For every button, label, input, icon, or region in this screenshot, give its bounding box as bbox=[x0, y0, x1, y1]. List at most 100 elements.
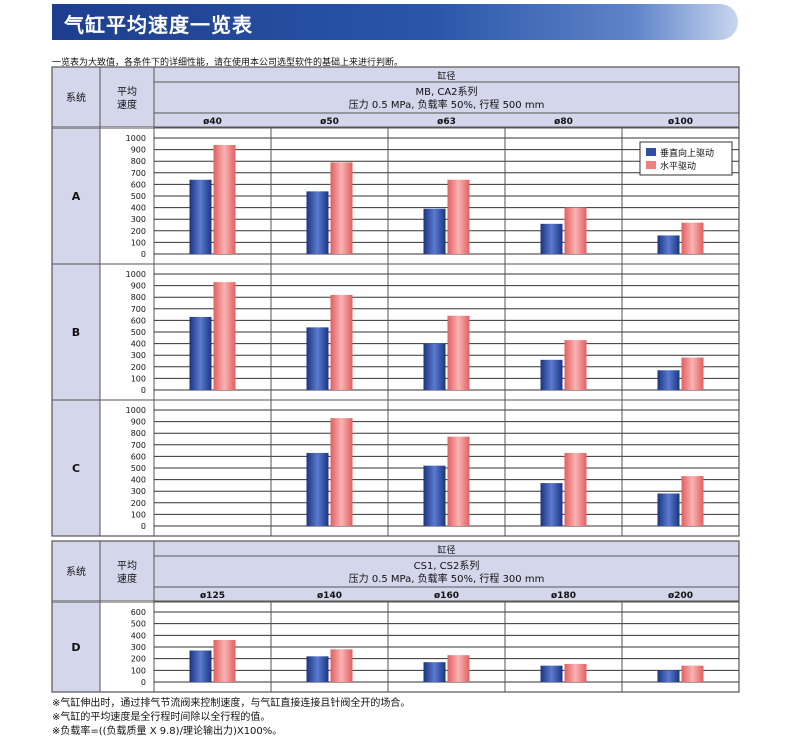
bar-horizontal bbox=[447, 179, 470, 254]
y-tick-label: 100 bbox=[131, 510, 146, 519]
system-header: 系统 bbox=[66, 91, 86, 104]
y-tick-label: 500 bbox=[131, 192, 146, 201]
y-tick-label: 200 bbox=[131, 655, 146, 664]
y-tick-label: 400 bbox=[131, 204, 146, 213]
bar-horizontal bbox=[330, 162, 353, 254]
y-tick-label: 800 bbox=[131, 293, 146, 302]
y-tick-label: 0 bbox=[141, 386, 146, 395]
y-tick-label: 200 bbox=[131, 227, 146, 236]
y-tick-label: 600 bbox=[131, 316, 146, 325]
bar-vertical bbox=[189, 650, 212, 682]
bar-horizontal bbox=[447, 315, 470, 390]
series-title: MB, CA2系列 bbox=[415, 85, 477, 98]
system-label: D bbox=[71, 641, 80, 654]
bore-category: ø200 bbox=[668, 591, 693, 601]
page-title: 气缸平均速度一览表 bbox=[64, 13, 253, 37]
bore-category: ø125 bbox=[200, 591, 225, 601]
intro-text: 一览表为大致值，各条件下的详细性能，请在使用本公司选型软件的基础上来进行判断。 bbox=[52, 58, 404, 68]
y-tick-label: 700 bbox=[131, 169, 146, 178]
bore-header: 缸径 bbox=[437, 70, 455, 82]
y-tick-label: 300 bbox=[131, 643, 146, 652]
bar-vertical bbox=[423, 208, 446, 254]
table-header bbox=[51, 540, 740, 602]
bar-horizontal bbox=[330, 418, 353, 526]
footnotes: ※气缸伸出时，通过排气节流阀来控制速度，与气缸直接连接且针阀全开的场合。 ※气缸… bbox=[52, 697, 410, 739]
y-tick-label: 100 bbox=[131, 666, 146, 675]
title-banner: 气缸平均速度一览表 bbox=[52, 4, 738, 40]
bar-vertical bbox=[657, 670, 680, 682]
y-tick-label: 300 bbox=[131, 215, 146, 224]
bar-horizontal bbox=[330, 294, 353, 390]
y-tick-label: 600 bbox=[131, 608, 146, 617]
y-tick-label: 900 bbox=[131, 418, 146, 427]
y-tick-label: 500 bbox=[131, 328, 146, 337]
speed-header: 速度 bbox=[117, 572, 137, 585]
footnote: ※负载率=((负载质量 X 9.8)/理论输出力)X100%。 bbox=[52, 726, 283, 737]
y-tick-label: 600 bbox=[131, 452, 146, 461]
legend-swatch-vertical bbox=[646, 148, 656, 156]
y-tick-label: 1000 bbox=[126, 134, 146, 143]
table-border bbox=[51, 540, 740, 693]
y-tick-label: 100 bbox=[131, 238, 146, 247]
bar-vertical bbox=[657, 370, 680, 390]
system-header: 系统 bbox=[66, 565, 86, 578]
bar-vertical bbox=[189, 179, 212, 254]
y-tick-label: 800 bbox=[131, 157, 146, 166]
bar-vertical bbox=[306, 191, 329, 254]
bar-horizontal bbox=[681, 357, 704, 390]
bore-category: ø140 bbox=[317, 591, 342, 601]
bar-horizontal bbox=[213, 144, 236, 254]
y-tick-label: 100 bbox=[131, 374, 146, 383]
y-tick-label: 0 bbox=[141, 678, 146, 687]
system-label: A bbox=[72, 190, 81, 203]
system-label: B bbox=[72, 326, 80, 339]
y-tick-label: 400 bbox=[131, 631, 146, 640]
bar-horizontal bbox=[447, 655, 470, 682]
legend-label-vertical: 垂直向上驱动 bbox=[660, 147, 714, 159]
bar-horizontal bbox=[213, 282, 236, 390]
conditions-text: 压力 0.5 MPa, 负载率 50%, 行程 500 mm bbox=[349, 98, 545, 111]
system-label: C bbox=[72, 462, 80, 475]
conditions-text: 压力 0.5 MPa, 负载率 50%, 行程 300 mm bbox=[349, 572, 545, 585]
bar-horizontal bbox=[681, 222, 704, 254]
bar-vertical bbox=[306, 452, 329, 526]
bar-vertical bbox=[306, 656, 329, 682]
bore-header: 缸径 bbox=[437, 544, 455, 556]
bar-horizontal bbox=[564, 452, 587, 526]
bar-vertical bbox=[657, 493, 680, 526]
y-tick-label: 0 bbox=[141, 250, 146, 259]
bore-category: ø180 bbox=[551, 591, 576, 601]
bar-vertical bbox=[540, 665, 563, 682]
y-tick-label: 1000 bbox=[126, 406, 146, 415]
legend-label-horizontal: 水平驱动 bbox=[660, 160, 696, 172]
y-tick-label: 500 bbox=[131, 464, 146, 473]
y-tick-label: 800 bbox=[131, 429, 146, 438]
bar-vertical bbox=[423, 662, 446, 682]
tick-column bbox=[100, 601, 154, 692]
y-tick-label: 400 bbox=[131, 340, 146, 349]
bar-horizontal bbox=[564, 663, 587, 682]
bar-vertical bbox=[657, 235, 680, 254]
bore-category: ø160 bbox=[434, 591, 459, 601]
speed-header: 平均 bbox=[117, 86, 137, 98]
y-tick-label: 200 bbox=[131, 363, 146, 372]
legend-box bbox=[639, 141, 733, 176]
bar-vertical bbox=[423, 343, 446, 390]
bar-horizontal bbox=[564, 340, 587, 390]
y-tick-label: 500 bbox=[131, 620, 146, 629]
bar-vertical bbox=[540, 223, 563, 254]
y-tick-label: 900 bbox=[131, 146, 146, 155]
footnote: ※气缸的平均速度是全行程时间除以全行程的值。 bbox=[52, 712, 271, 723]
bore-category: ø63 bbox=[437, 117, 456, 127]
y-tick-label: 900 bbox=[131, 282, 146, 291]
y-tick-label: 0 bbox=[141, 522, 146, 531]
tick-column bbox=[100, 127, 154, 536]
bar-vertical bbox=[540, 359, 563, 390]
y-tick-label: 700 bbox=[131, 441, 146, 450]
table-border bbox=[51, 66, 740, 537]
system-column bbox=[52, 127, 100, 536]
speed-header: 平均 bbox=[117, 560, 137, 572]
y-tick-label: 300 bbox=[131, 351, 146, 360]
y-tick-label: 600 bbox=[131, 180, 146, 189]
